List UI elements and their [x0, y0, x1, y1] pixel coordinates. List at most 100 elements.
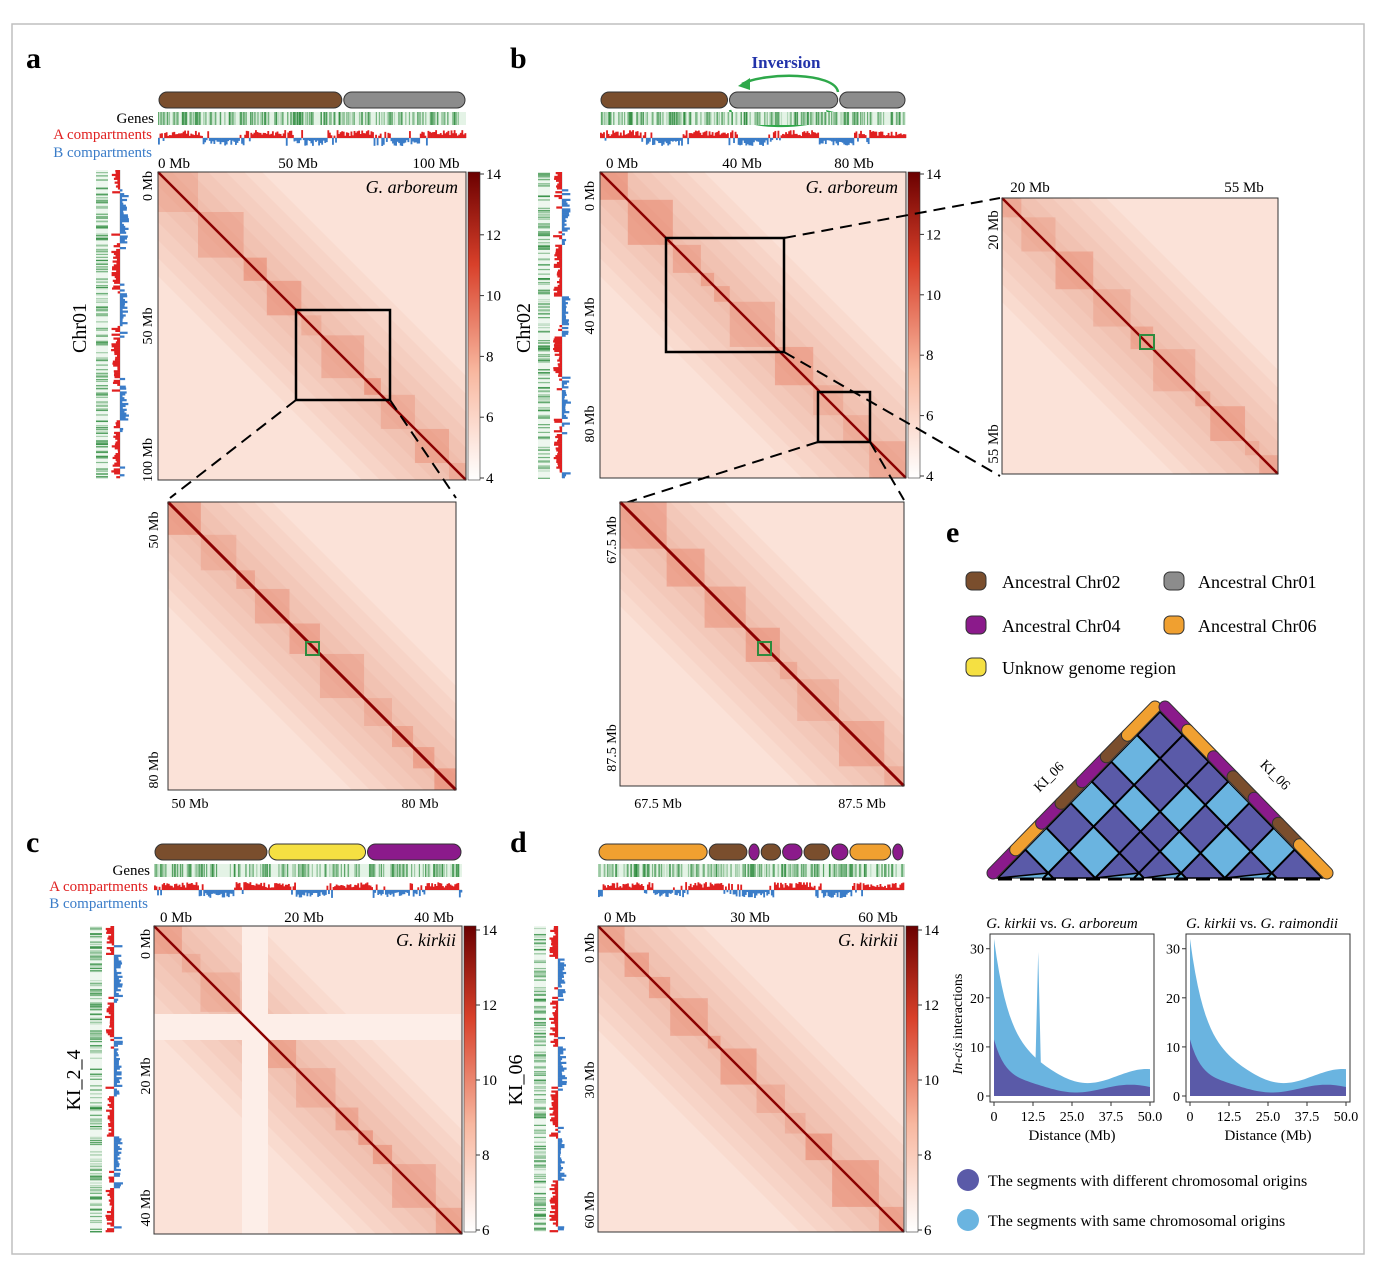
a-compartment-vmark [552, 1105, 558, 1108]
ancestry-segment-brown [760, 843, 782, 861]
gene-mark [175, 864, 177, 877]
a-compartment-mark [370, 131, 373, 138]
gene-vmark [90, 1228, 102, 1230]
gene-mark [203, 864, 205, 877]
zoom-y-tick-a-0: 50 Mb [147, 512, 162, 549]
gene-vmark [538, 348, 550, 350]
b-compartment-vmark [114, 979, 122, 982]
gene-mark [441, 864, 443, 877]
gene-mark [181, 112, 183, 125]
a-compartment-mark [874, 886, 877, 890]
b-compartment-mark [335, 138, 337, 143]
x-tick-d-2: 60 Mb [858, 910, 898, 926]
x-tick-label: 25.0 [1060, 1110, 1085, 1125]
gene-vmark [534, 941, 546, 944]
gene-mark [185, 112, 187, 125]
b-compartment-mark [661, 138, 664, 146]
gene-mark [840, 112, 842, 125]
gene-mark [644, 864, 646, 877]
b-compartment-mark [601, 890, 603, 897]
panel-letter-a: a [26, 42, 41, 75]
gene-vmark [96, 286, 108, 289]
gene-vmark [538, 227, 550, 229]
panel-letter-d: d [510, 826, 527, 859]
gene-vmark [96, 225, 108, 227]
gene-vmark [538, 177, 550, 179]
a-compartment-vmark [551, 1000, 558, 1003]
a-compartment-mark [703, 883, 706, 890]
gene-mark [835, 864, 838, 877]
a-compartment-mark [367, 130, 370, 138]
gene-mark [837, 864, 839, 877]
gene-mark [373, 864, 375, 877]
a-compartment-vmark [551, 1096, 558, 1099]
a-compartment-vmark [115, 433, 120, 436]
b-compartment-mark [293, 138, 296, 142]
a-compartment-mark [283, 886, 286, 890]
gene-mark [254, 112, 256, 125]
gene-mark [184, 112, 186, 125]
gene-mark [881, 864, 883, 877]
gene-mark [777, 112, 779, 125]
gene-vmark [538, 409, 550, 411]
heatmap-frame [157, 171, 467, 481]
gene-vmark [534, 1161, 546, 1163]
gene-mark [189, 864, 191, 877]
gene-vmark [538, 245, 550, 247]
gene-mark [758, 864, 761, 877]
a-compartment-mark [638, 135, 641, 138]
b-compartment-vmark [114, 1168, 121, 1172]
b-compartment-vmark [558, 985, 562, 988]
a-compartment-mark [280, 884, 283, 890]
gene-vmark [96, 364, 108, 366]
gene-mark [638, 864, 640, 877]
gene-mark [434, 112, 436, 125]
b-compartment-vmark [562, 399, 568, 402]
gene-mark [678, 864, 680, 877]
colorbar-tick-label: 10 [926, 288, 941, 304]
b-compartment-vmark [558, 1155, 561, 1158]
gene-vmark [534, 945, 546, 948]
gene-mark [439, 864, 441, 877]
b-compartment-vmark [558, 1176, 562, 1179]
gene-mark [300, 864, 302, 877]
legend-swatch-chr01 [1163, 571, 1185, 591]
gene-vmark [534, 1113, 546, 1116]
gene-mark [162, 864, 164, 877]
b-compartment-vmark [114, 1059, 119, 1063]
b-compartment-mark [208, 138, 211, 141]
density-same-origin [1190, 938, 1346, 1096]
a-compartment-vmark [559, 282, 562, 286]
b-compartment-mark [317, 890, 320, 897]
gene-vmark [534, 961, 546, 963]
b-compartment-mark [298, 890, 301, 898]
gene-vmark [538, 226, 550, 228]
zoom1-x-tick-b-1: 55 Mb [1224, 180, 1264, 196]
b-compartment-vmark [562, 204, 570, 207]
gene-vmark [534, 938, 546, 941]
a-compartment-mark [792, 130, 795, 138]
b-compartment-mark [224, 890, 227, 893]
gene-mark [215, 112, 217, 125]
a-compartment-vmark [550, 1201, 558, 1204]
heatmap-frame [153, 925, 463, 1235]
gene-mark [232, 112, 234, 125]
a-compartment-mark [267, 884, 270, 890]
b-compartment-mark [737, 138, 740, 145]
triangle-label-left: KI_06 [1032, 760, 1068, 796]
a-compartment-mark [873, 131, 876, 138]
gene-vmark [96, 360, 108, 362]
a-compartment-vmark [117, 187, 120, 190]
b-compartment-vmark [562, 227, 570, 230]
gene-mark [746, 112, 748, 125]
gene-mark [767, 864, 769, 877]
gene-vmark [534, 1153, 546, 1155]
gene-mark [855, 864, 857, 877]
gene-vmark [538, 263, 550, 266]
x-tick-a-1: 50 Mb [278, 156, 318, 172]
gene-mark [156, 864, 158, 877]
a-compartment-vmark [553, 347, 562, 351]
b-compartment-vmark [120, 474, 125, 477]
triangle-gridline [1266, 849, 1296, 879]
b-compartment-vmark [120, 466, 126, 469]
